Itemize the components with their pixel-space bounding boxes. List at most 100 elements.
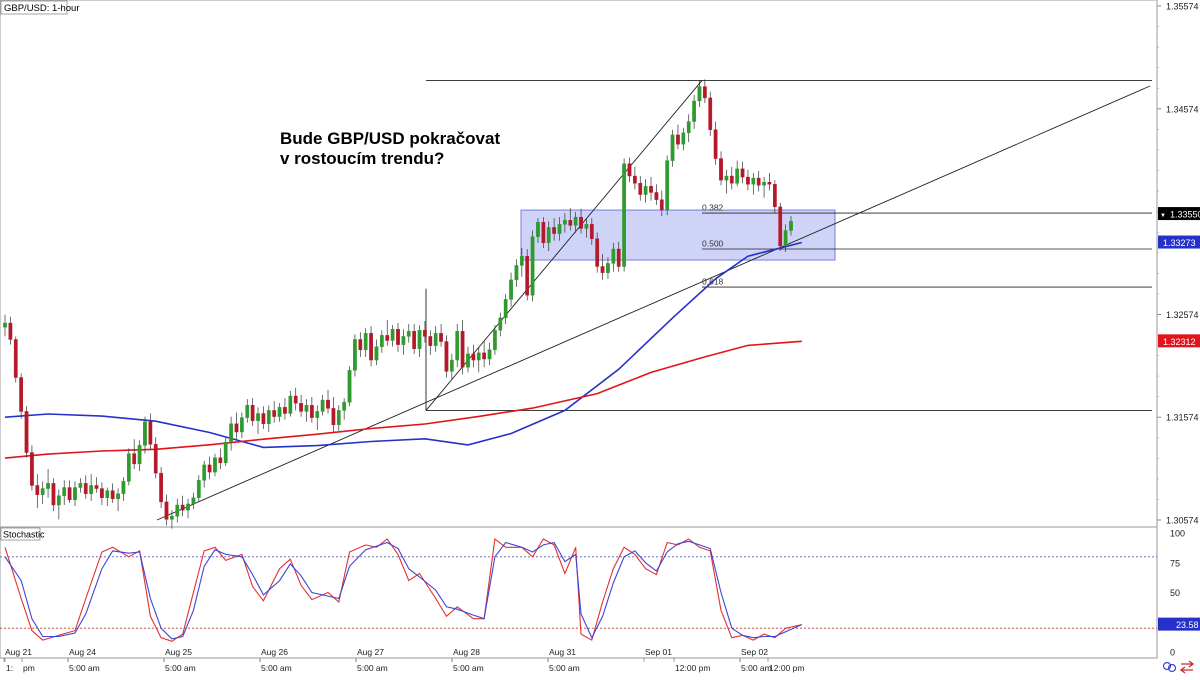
candle <box>460 319 465 375</box>
candle <box>369 326 373 367</box>
candle <box>649 177 653 201</box>
candle-body <box>665 160 670 211</box>
candle <box>202 460 207 488</box>
candle <box>482 341 487 368</box>
candle-body <box>24 411 29 453</box>
candle <box>213 453 217 477</box>
candle-body <box>503 299 508 319</box>
candle-body <box>240 417 244 433</box>
candle-body <box>579 216 583 229</box>
candle <box>514 259 519 288</box>
candle-body <box>100 488 104 498</box>
candle-body <box>94 485 99 489</box>
candle <box>563 213 567 233</box>
candle <box>180 495 185 517</box>
candle <box>159 466 163 509</box>
candle-body <box>283 407 287 414</box>
candle <box>401 329 406 355</box>
candle-body <box>433 333 438 346</box>
candle-body <box>541 222 546 244</box>
time-tick-label: 5:00 am <box>69 663 100 673</box>
support-zone-layer <box>520 209 836 261</box>
candle <box>229 416 233 451</box>
candle-body <box>616 248 621 267</box>
candle-body <box>633 175 637 184</box>
candle-body <box>482 352 487 360</box>
candle <box>358 332 363 357</box>
candle-body <box>159 472 163 503</box>
candle <box>573 212 578 233</box>
candle-body <box>589 224 594 239</box>
time-tick-label: Aug 27 <box>357 647 384 657</box>
candle-body <box>627 163 632 177</box>
candle <box>724 169 729 194</box>
candle-body <box>686 121 691 134</box>
candle <box>272 401 277 423</box>
candle <box>148 413 153 450</box>
candle-body <box>455 331 460 361</box>
candle <box>702 79 707 104</box>
candle-body <box>288 395 293 414</box>
link-icon[interactable] <box>1162 661 1177 673</box>
candle-body <box>67 487 72 501</box>
support-zone-rect <box>520 209 836 261</box>
time-tick-label: Aug 31 <box>549 647 576 657</box>
candle-body <box>191 497 196 505</box>
stochastic-value-label: 23.58 <box>1176 620 1199 630</box>
candle-body <box>659 199 664 211</box>
candle-body <box>196 480 201 498</box>
candle <box>584 219 589 238</box>
candle-body <box>530 236 535 296</box>
candle <box>46 469 50 498</box>
candle <box>455 324 460 368</box>
candle-body <box>379 335 384 347</box>
symbol-label: GBP/USD: 1-hour <box>4 3 80 14</box>
candle-body <box>390 329 395 341</box>
candle <box>299 394 303 417</box>
candle <box>89 474 94 501</box>
candle <box>713 121 718 165</box>
price-panel[interactable] <box>0 0 1158 528</box>
candle-body <box>326 399 330 409</box>
swap-arrows-icon[interactable] <box>1179 660 1195 674</box>
candle-body <box>600 266 605 273</box>
candle-body <box>396 329 400 345</box>
time-tick-label: Sep 02 <box>741 647 768 657</box>
candle-body <box>756 177 761 186</box>
candle-body <box>342 401 347 411</box>
candle <box>746 169 750 191</box>
candle-body <box>493 330 497 350</box>
candle <box>78 478 83 493</box>
time-tick-label: 1: <box>6 663 13 673</box>
candle-body <box>401 336 406 345</box>
candle-body <box>73 487 77 501</box>
candle-body <box>708 97 713 130</box>
time-tick-label: 5:00 am <box>261 663 292 673</box>
candle <box>342 398 347 420</box>
candle <box>433 326 438 352</box>
candle-body <box>649 186 653 193</box>
candle <box>423 320 427 343</box>
candle-body <box>266 410 271 424</box>
stochastic-tick-label: 0 <box>1170 648 1175 658</box>
candle <box>557 217 562 241</box>
price-tag: 1.33273 <box>1158 235 1200 249</box>
candle <box>315 405 320 430</box>
candle <box>309 397 314 423</box>
fib-labels-layer: 0.382 0.500 0.618 <box>702 203 724 287</box>
candle <box>466 346 470 373</box>
time-tick-label: 5:00 am <box>453 663 484 673</box>
candle <box>3 314 7 337</box>
candle <box>417 325 422 357</box>
candle <box>536 218 540 243</box>
candle-body <box>460 331 465 368</box>
candle <box>126 448 131 486</box>
stochastic-label-box <box>0 527 41 541</box>
candle-body <box>202 464 207 481</box>
candle <box>530 230 535 302</box>
candle <box>767 172 772 191</box>
candle-body <box>552 227 556 234</box>
candle-body <box>449 359 454 372</box>
candle <box>363 328 368 357</box>
